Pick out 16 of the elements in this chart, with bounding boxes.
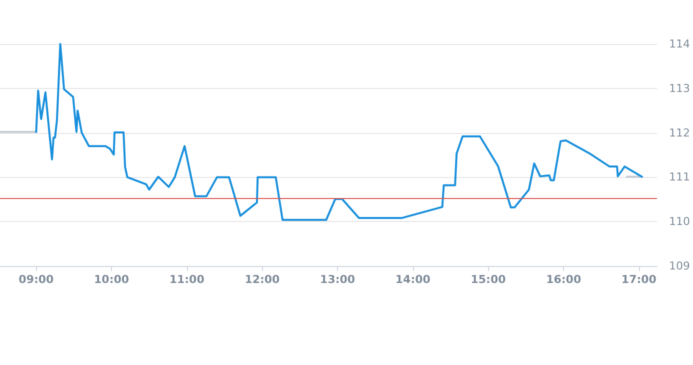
x-tick-label: 13:00: [320, 273, 356, 286]
x-tick-label: 16:00: [546, 273, 582, 286]
y-tick-label: 114: [669, 38, 690, 50]
x-tick-label: 09:00: [18, 273, 54, 286]
x-tick-label: 11:00: [169, 273, 205, 286]
y-tick-label: 109: [669, 260, 690, 272]
x-tick-label: 15:00: [470, 273, 506, 286]
line-series: [35, 43, 643, 221]
x-tick-label: 14:00: [395, 273, 431, 286]
y-tick-label: 111: [669, 170, 690, 184]
x-tick-label: 12:00: [244, 273, 280, 286]
y-tick-label: 113: [669, 82, 690, 95]
y-tick-label: 110: [669, 215, 690, 228]
x-tick-label: 10:00: [94, 273, 130, 286]
x-tick-label: 17:00: [621, 273, 657, 286]
y-tick-label: 112: [669, 126, 690, 140]
